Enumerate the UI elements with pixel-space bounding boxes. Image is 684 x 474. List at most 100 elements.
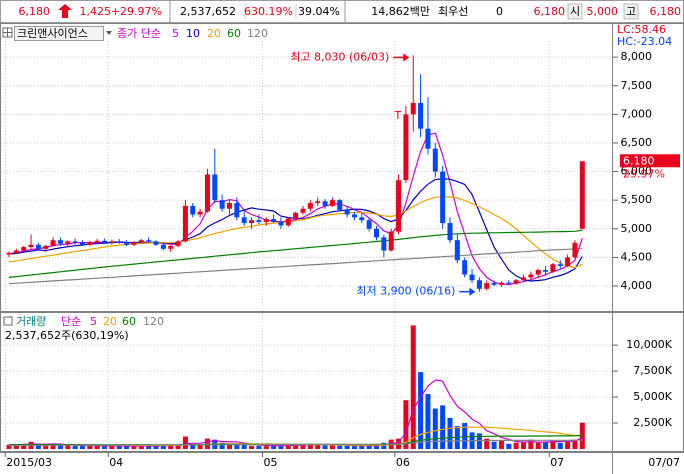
x-tick-label: 07 — [550, 456, 564, 469]
high-arrow — [403, 53, 410, 62]
candle-body — [506, 282, 512, 284]
volume-bar — [447, 417, 453, 449]
y-tick-label: 6,000 — [621, 165, 653, 178]
candle-body — [440, 171, 446, 224]
y-tick-label: 4,500 — [621, 250, 653, 263]
candle-body — [418, 102, 424, 129]
candle-body — [285, 218, 291, 226]
x-tick-label: 04 — [109, 456, 123, 469]
volume-bar — [498, 440, 504, 449]
candle-body — [102, 240, 108, 243]
candle-body — [425, 128, 431, 149]
volume-bar — [403, 400, 409, 449]
volume-bar — [550, 440, 556, 449]
volume-bar — [190, 443, 196, 449]
volume-title: 거래량 — [16, 315, 46, 328]
up-arrow — [58, 4, 72, 18]
legend-title: 단순 — [61, 315, 81, 328]
candle-body — [447, 223, 453, 241]
y-tick-label: 8,000 — [621, 50, 653, 63]
stock-name[interactable]: 크린앤사이언스 — [17, 27, 88, 40]
candle-body — [271, 219, 277, 222]
legend-entry: 120 — [143, 315, 164, 328]
volume-bar — [484, 438, 490, 449]
volume-bar — [94, 445, 100, 449]
volume-bar — [182, 436, 188, 449]
open-price: 5,000 — [587, 5, 619, 18]
candle-body — [182, 205, 188, 242]
label-box — [623, 3, 639, 20]
volume-bar — [6, 444, 12, 449]
turnover: 39.04% — [298, 5, 340, 18]
volume-bar — [241, 444, 247, 449]
ma-line — [8, 196, 583, 269]
low-arrow — [469, 287, 476, 296]
indicator: LC:58.46 — [617, 23, 666, 36]
candle-body — [116, 241, 122, 243]
volume-bar — [234, 444, 240, 449]
candle-body — [322, 201, 328, 206]
change-percent: +29.97% — [111, 5, 162, 18]
y-tick-label: 2,500K — [633, 416, 672, 429]
volume-bar — [65, 445, 71, 449]
candle-body — [315, 201, 321, 204]
candle-body — [403, 114, 409, 181]
indicator: HC:-23.04 — [617, 35, 672, 48]
candle-body — [307, 203, 313, 209]
candle-body — [175, 241, 181, 246]
panel-icon[interactable] — [3, 316, 13, 326]
volume-bar — [227, 443, 232, 449]
legend-entry: 60 — [122, 315, 136, 328]
volume-bar — [344, 445, 350, 449]
candle-body — [146, 240, 152, 242]
dropdown-arrow[interactable] — [106, 31, 112, 35]
volume-bar — [43, 445, 49, 449]
y-tick-label: 7,500 — [621, 79, 653, 92]
volume-ratio: 630.19% — [244, 5, 293, 18]
candle-body — [234, 203, 240, 218]
candle-body — [366, 220, 372, 229]
price-change: 1,425 — [80, 5, 112, 18]
volume-bar — [432, 408, 438, 449]
volume-bar — [57, 444, 63, 449]
last-price-label: 6,180 — [623, 154, 655, 167]
candle-body — [138, 240, 144, 243]
candle-body — [35, 244, 41, 249]
volume-bar — [425, 393, 431, 449]
volume-bar — [72, 445, 78, 449]
x-tick-label: 06 — [396, 456, 410, 469]
candle-body — [410, 102, 416, 115]
volume-bar — [543, 441, 549, 449]
volume-bar — [528, 439, 534, 449]
candle-body — [498, 282, 504, 285]
volume-bar — [146, 445, 152, 449]
best-label: 최우선 — [438, 5, 468, 18]
y-tick-label: 4,000 — [621, 279, 653, 292]
y-tick-label: 10,000K — [626, 338, 672, 351]
marker: T — [394, 109, 402, 122]
legend-title: 종가 단순 — [117, 27, 161, 40]
candle-body — [160, 244, 166, 249]
best-value: 0 — [496, 5, 503, 18]
legend-entry: 5 — [172, 27, 179, 40]
volume-bar — [160, 445, 166, 449]
candle-body — [204, 174, 210, 212]
y-tick-label: 6,500 — [621, 136, 653, 149]
volume-bar — [337, 445, 343, 449]
candle-body — [351, 214, 357, 218]
volume-bar — [565, 441, 571, 449]
stock-dropdown[interactable] — [14, 26, 104, 41]
candle-body — [249, 220, 255, 224]
volume-bar — [249, 445, 255, 449]
candle-body — [557, 264, 563, 266]
y-tick-label: 5,500 — [621, 193, 653, 206]
last-change-label: 29.97% — [623, 167, 665, 180]
candle-body — [469, 274, 475, 281]
candle-body — [43, 245, 49, 249]
candle-body — [374, 228, 379, 238]
y-tick-label: 5,000K — [633, 390, 672, 403]
volume-bar — [462, 423, 468, 449]
candle-body — [528, 274, 534, 278]
candle-body — [241, 217, 247, 224]
